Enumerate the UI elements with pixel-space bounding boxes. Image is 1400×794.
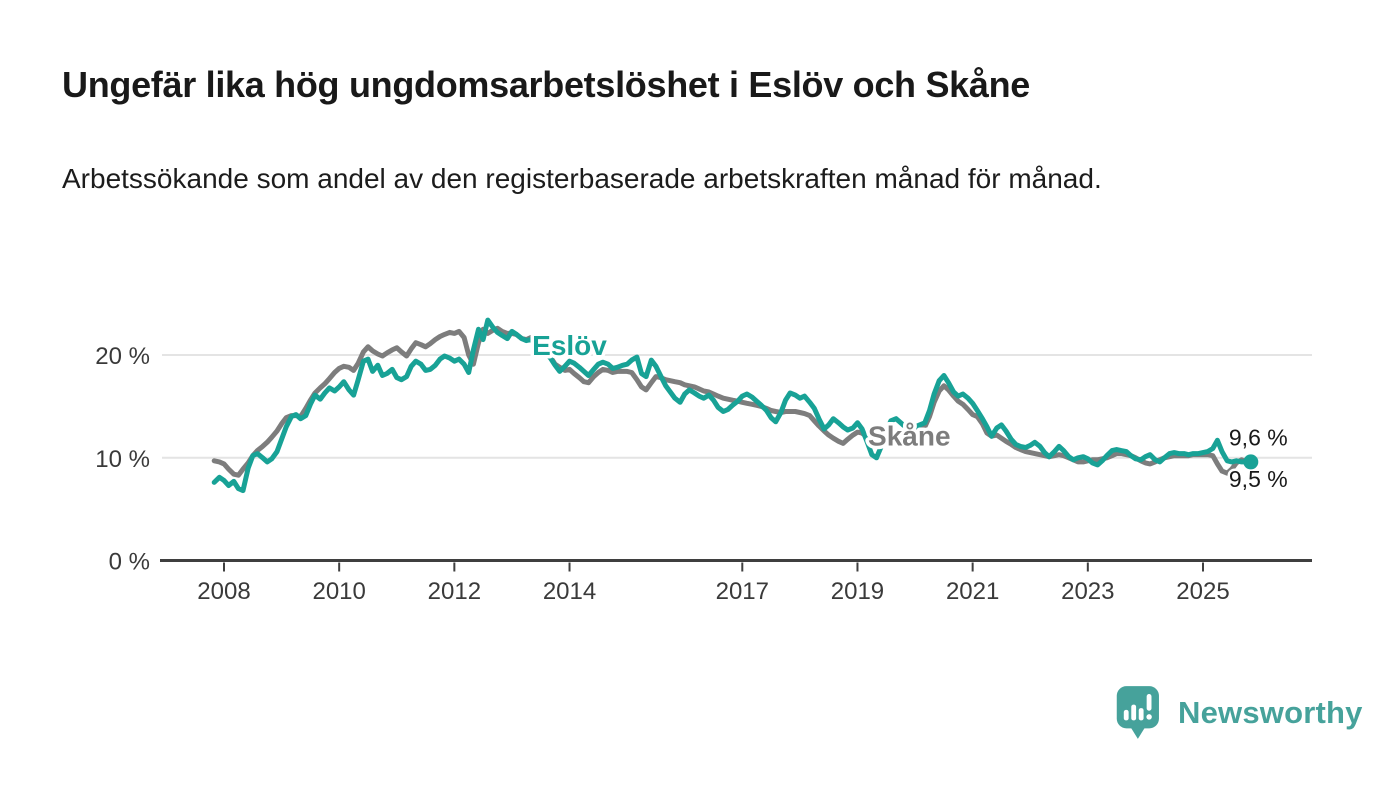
page-title: Ungefär lika hög ungdomsarbetslöshet i E… [62,64,1031,105]
y-tick-label-10: 10 % [95,446,150,473]
end-dot-eslov [1243,454,1259,470]
series-line-eslov [211,317,1254,494]
page-subtitle: Arbetssökande som andel av den registerb… [62,163,1102,194]
x-tick-label-2019: 2019 [831,578,884,605]
x-tick-label-2017: 2017 [716,578,769,605]
newsworthy-logo-text: Newsworthy [1178,694,1363,730]
series-label-eslov: Eslöv [532,330,607,361]
x-tick-label-2010: 2010 [312,578,365,605]
x-tick-label-2025: 2025 [1176,578,1229,605]
x-tick-label-2012: 2012 [428,578,481,605]
y-tick-label-20: 20 % [95,343,150,370]
y-tick-label-0: 0 % [109,549,150,576]
series-label-skane: Skåne [868,420,951,451]
series-line-skane [211,325,1254,478]
end-value-label-skane: 9,5 % [1229,466,1288,492]
end-value-label-eslov: 9,6 % [1229,424,1288,450]
x-tick-label-2014: 2014 [543,578,596,605]
newsworthy-logo-icon [1116,686,1159,739]
x-tick-label-2023: 2023 [1061,578,1114,605]
x-tick-label-2008: 2008 [197,578,250,605]
newsworthy-logo: Newsworthy [1115,684,1363,741]
x-tick-label-2021: 2021 [946,578,999,605]
